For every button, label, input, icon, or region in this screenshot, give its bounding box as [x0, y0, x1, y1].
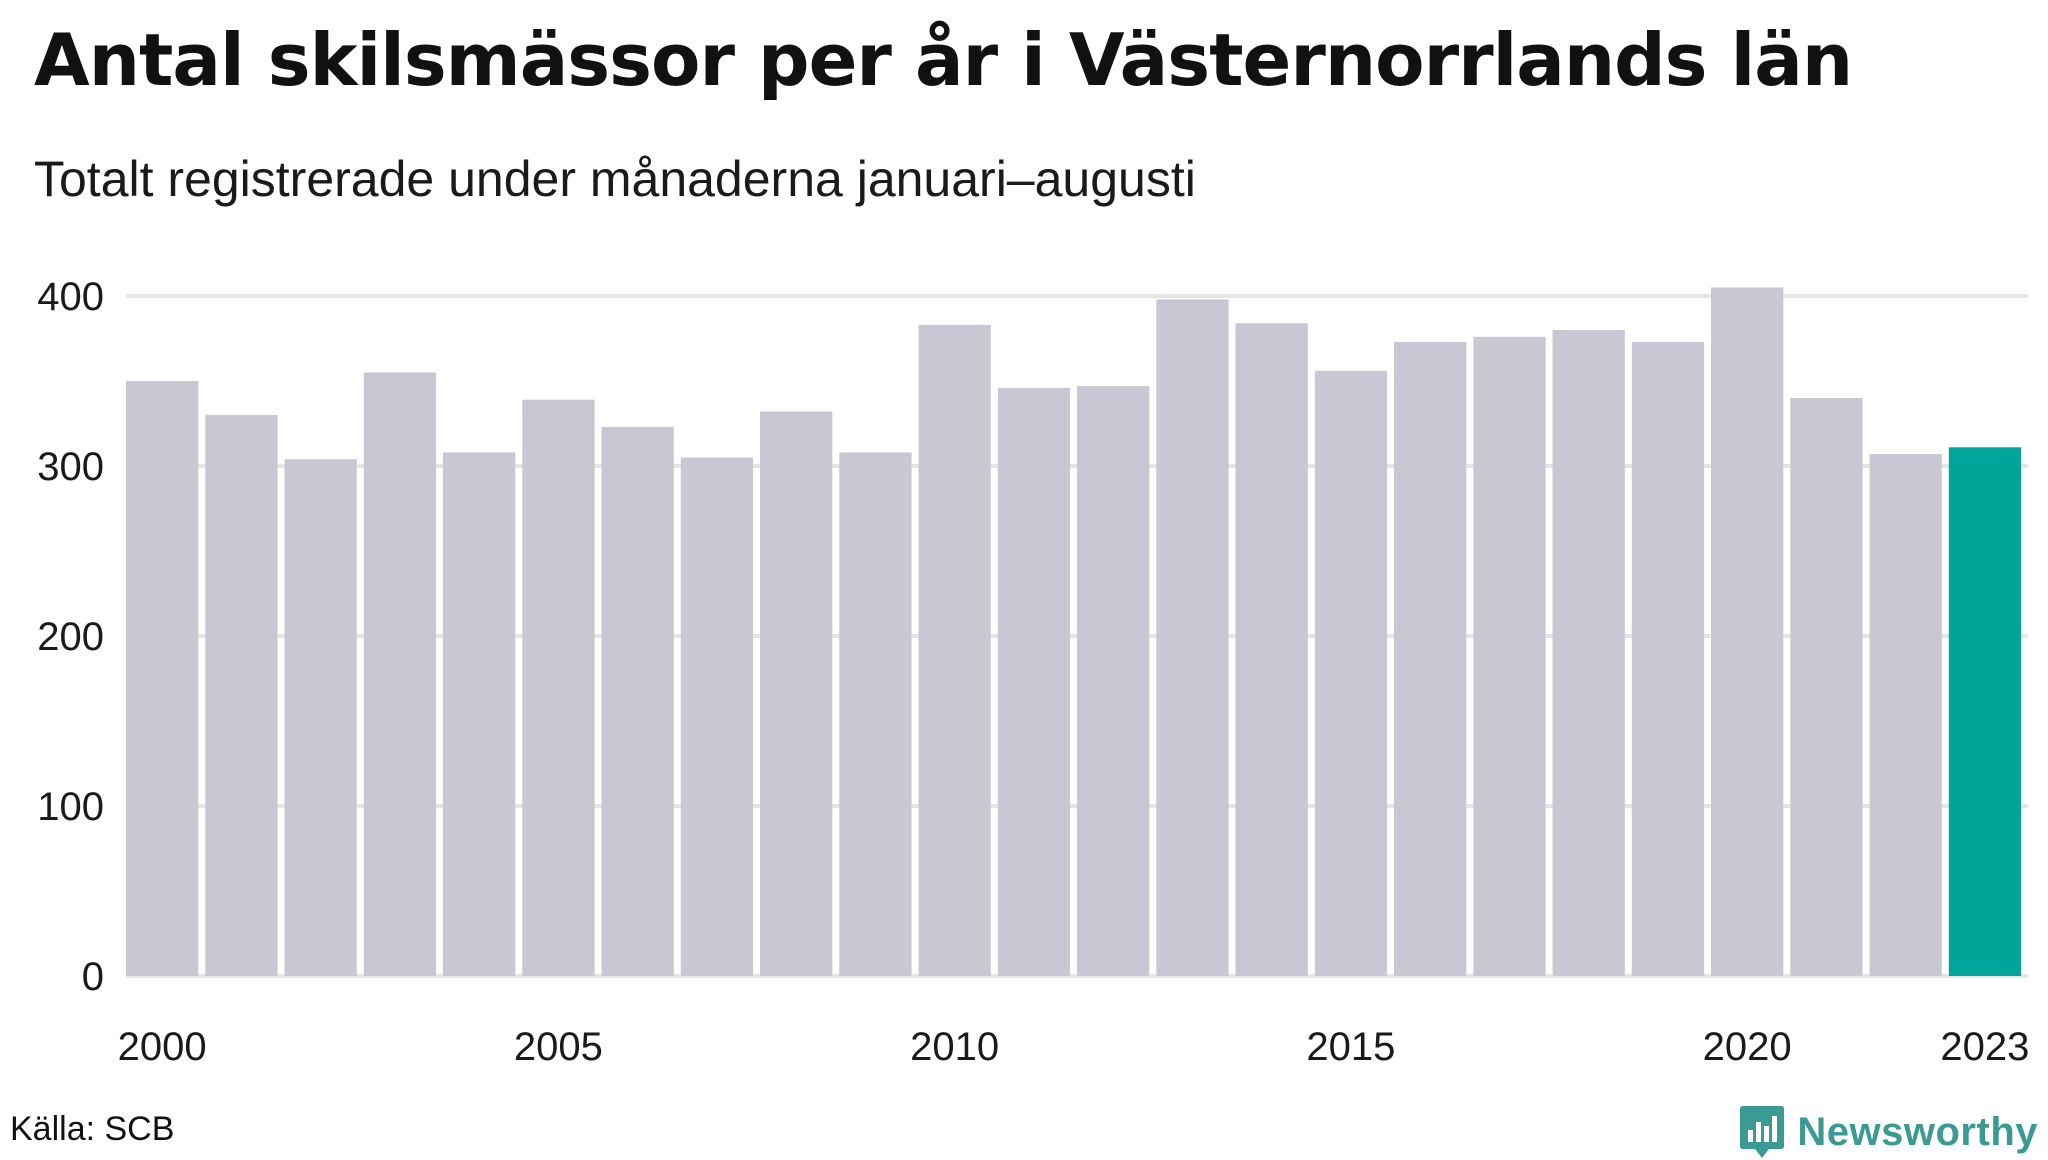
y-tick-label: 200 — [37, 615, 104, 659]
bar-2021 — [1790, 398, 1863, 976]
bar-2020 — [1711, 287, 1784, 976]
bar-2023 — [1948, 447, 2022, 976]
bar-2005 — [522, 399, 595, 976]
bar-2017 — [1473, 336, 1546, 976]
brand-logo: Newsworthy — [1739, 1104, 2038, 1160]
bar-2010 — [918, 324, 991, 976]
chart-title: Antal skilsmässor per år i Västernorrlan… — [34, 18, 1853, 102]
bar-2002 — [284, 459, 357, 976]
x-tick-label: 2015 — [1306, 1025, 1395, 1069]
y-tick-label: 100 — [37, 785, 104, 829]
x-tick-label: 2020 — [1703, 1025, 1792, 1069]
y-axis-ticks: 0 100 200 300 400 — [37, 275, 104, 999]
bar-2014 — [1235, 323, 1308, 976]
bar-2013 — [1156, 299, 1229, 976]
bar-2011 — [997, 387, 1071, 976]
x-tick-label: 2023 — [1940, 1025, 2029, 1069]
bar-2009 — [839, 452, 912, 976]
bar-2022 — [1869, 454, 1942, 977]
bar-2001 — [205, 415, 278, 976]
chart-subtitle: Totalt registrerade under månaderna janu… — [34, 151, 1196, 207]
bar-2015 — [1314, 370, 1388, 976]
x-axis-ticks: 2000 2005 2010 2015 2020 2023 — [118, 1025, 2030, 1069]
bar-chart-speech-bubble-icon — [1740, 1106, 1785, 1158]
bar-2006 — [601, 426, 674, 976]
bar-2000 — [126, 381, 199, 976]
bar-2019 — [1631, 341, 1705, 976]
bar-2003 — [363, 372, 437, 976]
y-tick-label: 300 — [37, 445, 104, 489]
brand-name: Newsworthy — [1797, 1109, 2038, 1154]
y-tick-label: 400 — [37, 275, 104, 319]
x-tick-label: 2000 — [118, 1025, 207, 1069]
y-tick-label: 0 — [82, 955, 104, 999]
bar-2016 — [1394, 341, 1467, 976]
bar-2012 — [1077, 386, 1150, 977]
bar-2007 — [680, 457, 754, 976]
x-tick-label: 2005 — [514, 1025, 603, 1069]
bars — [126, 287, 2022, 977]
bar-2018 — [1552, 330, 1625, 976]
x-tick-label: 2010 — [910, 1025, 999, 1069]
source-note: Källa: SCB — [10, 1110, 175, 1148]
bar-2008 — [760, 411, 833, 977]
bar-2004 — [443, 452, 516, 976]
